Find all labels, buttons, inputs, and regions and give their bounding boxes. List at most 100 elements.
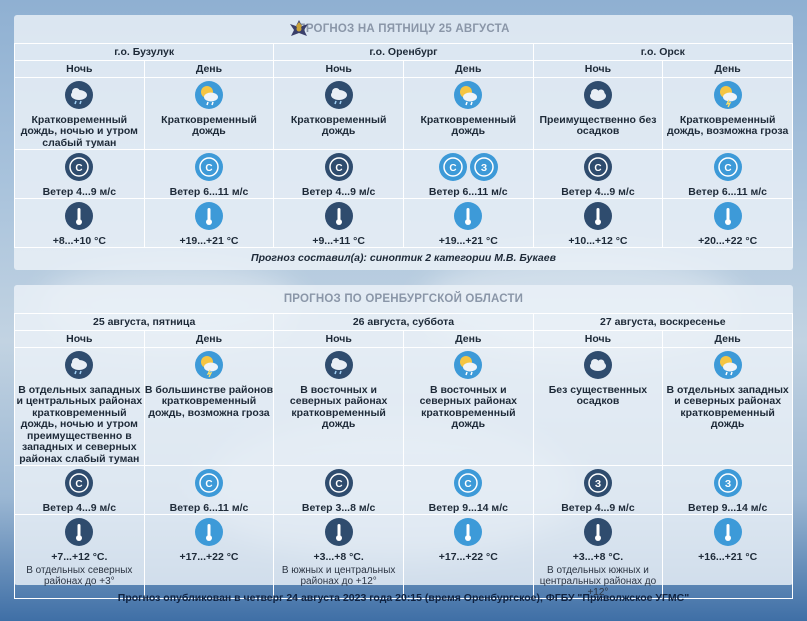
svg-text:С: С [335, 163, 342, 174]
sun-cloud-storm-icon [713, 81, 742, 109]
region-forecast-table: 25 августа, пятница 26 августа, суббота … [13, 313, 794, 599]
emblem-icon [290, 20, 308, 36]
svg-text:З: З [595, 479, 601, 490]
wind-speed: Ветер 4...9 м/с [561, 502, 635, 514]
wind-cell: З Ветер 9...14 м/с [662, 465, 793, 515]
wind-direction-icon: С [583, 153, 612, 181]
wind-direction-icon: З [583, 469, 612, 497]
wind-speed: Ветер 9...14 м/с [687, 502, 768, 514]
temperature-note: В отдельных северных районах до +3° [26, 565, 133, 587]
weather-cell: Кратковременный дождь [143, 77, 275, 150]
svg-text:С: С [76, 479, 83, 490]
publication-footer: Прогноз опубликован в четверг 24 августа… [117, 592, 690, 604]
period-night: Ночь [273, 60, 404, 78]
weather-cell: Без существенных осадков [532, 347, 664, 466]
sun-cloud-rain-icon [454, 351, 483, 379]
temperature-cell: +17...+22 °С [402, 514, 534, 599]
weather-cell: В восточных и северных районах кратковре… [273, 347, 404, 466]
period-night: Ночь [14, 330, 145, 348]
wind-direction-icon: С [454, 469, 483, 497]
temperature-value: +3...+8 °С. [572, 551, 624, 563]
wind-speed: Ветер 6...11 м/с [428, 186, 508, 198]
weather-cell: Кратковременный дождь [273, 77, 404, 150]
temperature-cell: +19...+21 °С [402, 198, 534, 248]
wind-direction-icon: С [194, 469, 223, 497]
svg-text:З: З [725, 479, 731, 490]
thermometer-icon [65, 202, 94, 230]
svg-text:З: З [481, 163, 487, 174]
temperature-cell: +3...+8 °С. В южных и центральных районах… [273, 514, 404, 599]
weather-description: Кратковременный дождь, возможна гроза [666, 113, 789, 137]
wind-speed: Ветер 3...8 м/с [301, 502, 376, 514]
wind-speed: Ветер 6...11 м/с [169, 502, 249, 514]
svg-text:С: С [465, 479, 472, 490]
weather-description: Без существенных осадков [548, 383, 648, 407]
wind-cell: С Ветер 4...9 м/с [273, 149, 404, 199]
svg-text:С: С [205, 163, 212, 174]
period-night: Ночь [532, 330, 664, 348]
period-day: День [662, 330, 793, 348]
weather-cell: Кратковременный дождь, возможна гроза [662, 77, 793, 150]
period-day: День [402, 330, 534, 348]
wind-direction-icon: С [324, 469, 353, 497]
sun-cloud-rain-icon [194, 81, 223, 109]
cloud-rain-night-icon [324, 81, 353, 109]
wind-speed: Ветер 6...11 м/с [688, 186, 767, 198]
thermometer-icon [454, 518, 483, 546]
wind-speed: Ветер 4...9 м/с [561, 186, 635, 198]
temperature-note: В отдельных южных и центральных районах … [539, 565, 657, 598]
wind-cell: С Ветер 9...14 м/с [402, 465, 534, 515]
date-header: 27 августа, воскресенье [532, 313, 794, 331]
temperature-value: +10...+12 °С [568, 235, 628, 247]
weather-description: Кратковременный дождь [290, 113, 387, 137]
temperature-note: В южных и центральных районах до +12° [281, 565, 396, 587]
temperature-value: +3...+8 °С. [313, 551, 364, 563]
thermometer-icon [324, 518, 353, 546]
wind-cell: С Ветер 4...9 м/с [14, 465, 145, 515]
cloud-rain-night-icon [65, 351, 94, 379]
cloud-rain-night-icon [324, 351, 353, 379]
thermometer-icon [194, 202, 223, 230]
wind-cell: С Ветер 4...9 м/с [14, 149, 145, 199]
svg-text:С: С [449, 163, 456, 174]
temperature-value: +16...+21 °С [698, 551, 758, 563]
svg-text:С: С [724, 163, 731, 174]
weather-description: Преимущественно без осадков [539, 113, 657, 137]
weather-description: Кратковременный дождь [420, 113, 517, 137]
wind-direction-icon: С [65, 153, 94, 181]
city-header: г.о. Оренбург [273, 43, 534, 61]
temperature-value: +17...+22 °С [438, 551, 498, 563]
city-forecast-table: г.о. Бузулук г.о. Оренбург г.о. Орск Ноч… [13, 43, 794, 248]
city-header: г.о. Бузулук [13, 43, 275, 61]
temperature-value: +8...+10 °С [52, 235, 106, 247]
wind-direction-icon: З [469, 153, 498, 181]
svg-text:С: С [76, 163, 83, 174]
temperature-value: +7...+12 °С. [51, 551, 108, 563]
temperature-value: +20...+22 °С [698, 235, 758, 247]
cloud-night-icon [583, 81, 612, 109]
weather-cell: В отдельных западных и центральных район… [14, 347, 145, 466]
temperature-cell: +19...+21 °С [143, 198, 275, 248]
weather-cell: В отдельных западных и северных районах … [662, 347, 793, 466]
cloud-night-icon [583, 351, 612, 379]
weather-description: В отдельных западных и северных районах … [666, 383, 789, 430]
thermometer-icon [583, 202, 612, 230]
thermometer-icon [324, 202, 353, 230]
period-day: День [143, 60, 275, 78]
cloud-rain-night-icon [65, 81, 94, 109]
weather-description: В восточных и северных районах кратковре… [419, 383, 518, 430]
wind-direction-icon: С [65, 469, 94, 497]
temperature-value: +19...+21 °С [179, 235, 239, 247]
date-header: 26 августа, суббота [273, 313, 534, 331]
weather-description: В большинстве районов кратковременный до… [144, 383, 274, 419]
temperature-value: +9...+11 °С [312, 235, 365, 247]
date-header: 25 августа, пятница [13, 313, 275, 331]
wind-cell: С Ветер 6...11 м/с [143, 149, 275, 199]
wind-speed: Ветер 4...9 м/с [42, 186, 117, 198]
thermometer-icon [454, 202, 483, 230]
panel-title: ПРОГНОЗ ПО ОРЕНБУРГСКОЙ ОБЛАСТИ [283, 293, 524, 305]
weather-cell: В большинстве районов кратковременный до… [143, 347, 275, 466]
temperature-value: +19...+21 °С [438, 235, 498, 247]
weather-description: В отдельных западных и центральных район… [16, 383, 143, 465]
weather-cell: В восточных и северных районах кратковре… [402, 347, 534, 466]
